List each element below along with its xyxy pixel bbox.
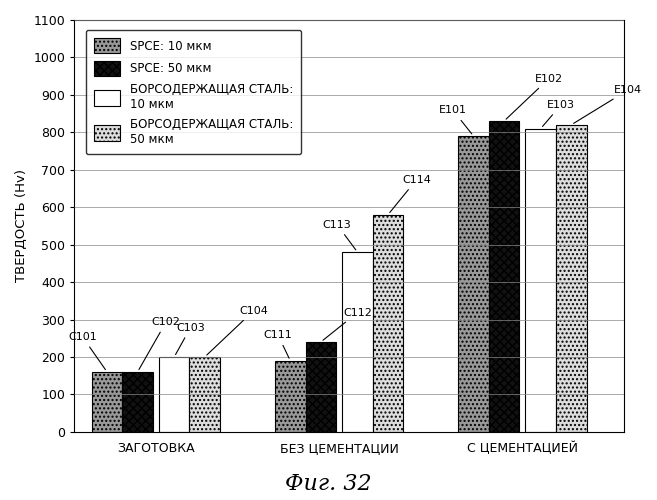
Text: C102: C102 xyxy=(139,317,181,370)
Bar xyxy=(489,121,519,432)
Bar xyxy=(159,357,189,432)
Bar xyxy=(342,252,373,432)
Text: C113: C113 xyxy=(323,220,356,250)
Bar xyxy=(189,357,220,432)
Bar xyxy=(275,360,306,432)
Bar xyxy=(373,214,403,432)
Legend: SPCE: 10 мкм, SPCE: 50 мкм, БОРСОДЕРЖАЩАЯ СТАЛЬ:
10 мкм, БОРСОДЕРЖАЩАЯ СТАЛЬ:
50: SPCE: 10 мкм, SPCE: 50 мкм, БОРСОДЕРЖАЩА… xyxy=(86,30,301,154)
Text: C104: C104 xyxy=(207,306,268,355)
Bar xyxy=(458,136,489,432)
Text: C112: C112 xyxy=(323,308,372,340)
Bar xyxy=(306,342,336,432)
Bar xyxy=(526,128,556,432)
Text: C101: C101 xyxy=(68,332,105,370)
Bar xyxy=(92,372,122,432)
Y-axis label: ТВЕРДОСТЬ (Hv): ТВЕРДОСТЬ (Hv) xyxy=(15,170,28,282)
Text: C114: C114 xyxy=(390,174,431,212)
Text: C103: C103 xyxy=(175,322,205,354)
Text: Фиг. 32: Фиг. 32 xyxy=(285,473,372,495)
Text: C111: C111 xyxy=(263,330,292,358)
Text: E104: E104 xyxy=(574,85,643,124)
Text: E103: E103 xyxy=(543,100,575,126)
Bar xyxy=(556,125,587,432)
Text: E102: E102 xyxy=(506,74,563,119)
Bar xyxy=(122,372,153,432)
Text: E101: E101 xyxy=(439,106,472,134)
